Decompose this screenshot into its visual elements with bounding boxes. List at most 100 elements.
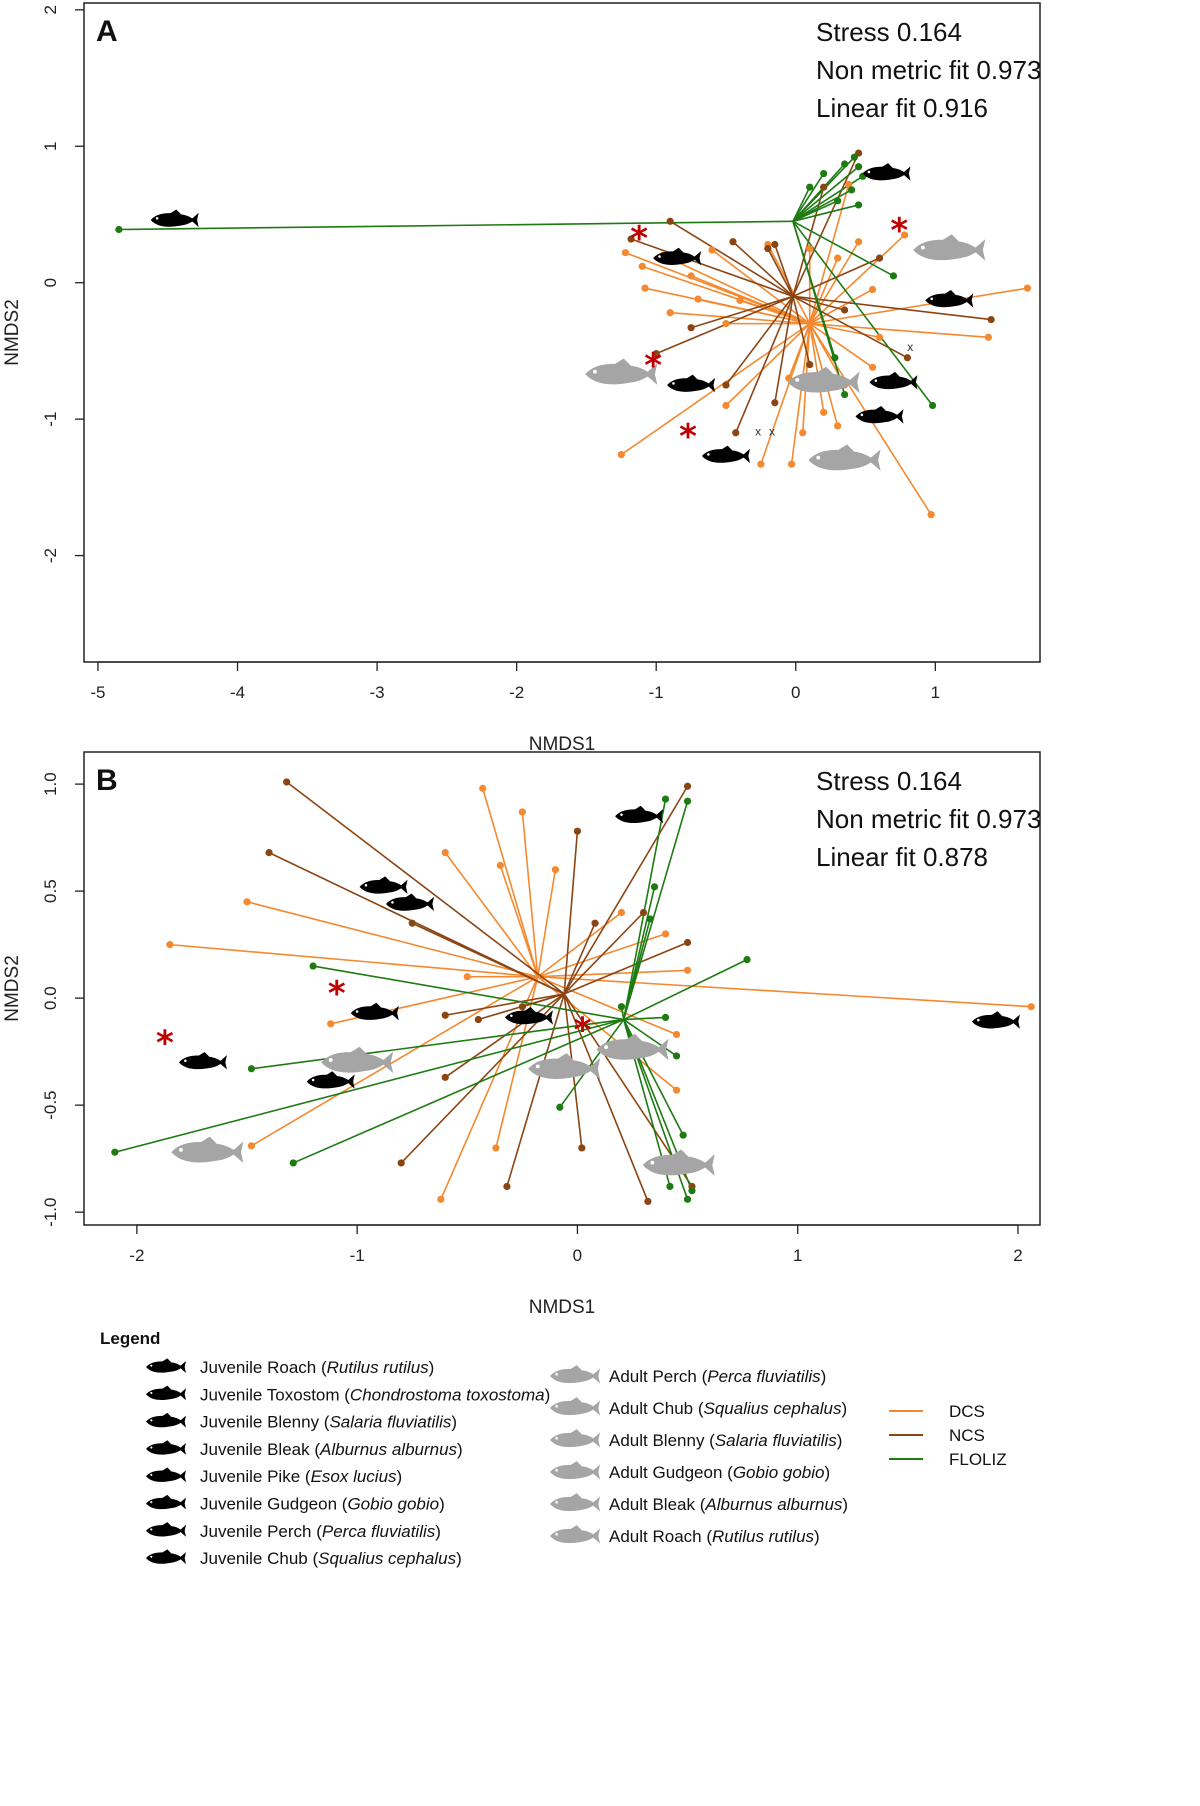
legend-entry: Juvenile Toxostom (Chondrostoma toxostom… (200, 1385, 550, 1404)
point-floliz (928, 401, 937, 410)
point-ncs (652, 350, 660, 358)
spider-line-floliz (792, 163, 846, 222)
fish-fin (672, 247, 684, 253)
spider-line-ncs (563, 911, 645, 995)
fish-fin (686, 374, 698, 380)
spider-line-ncs (690, 295, 794, 329)
spider-lines (114, 781, 1032, 1202)
spider-line-dcs (537, 975, 677, 1036)
adult-fish-icon (550, 1461, 600, 1480)
x-marker: x (907, 340, 913, 354)
fish-eye (860, 413, 864, 417)
spider-line-dcs (809, 287, 1028, 325)
spider-line-ncs (522, 993, 565, 1008)
spider-line-floliz (559, 1019, 625, 1108)
fish-eye (874, 379, 878, 382)
point-dcs (479, 784, 487, 792)
point-floliz (683, 1195, 692, 1203)
fish-eye (150, 1501, 153, 1504)
panel-a: -5 -4 -3 -2 -1 0 1 -2 -1 0 1 2 NMDS1 NMDS2 A Stress 0.1… (2, 2, 1041, 755)
legend-entry: Juvenile Gudgeon (Gobio gobio) (200, 1495, 445, 1514)
fish-body (862, 166, 911, 181)
fish-body (146, 1552, 186, 1565)
stats-line: Linear fit 0.916 (816, 93, 988, 123)
juvenile-fish-icon (146, 1467, 186, 1483)
juvenile-fish-icon (146, 1522, 186, 1537)
spider-line-dcs (495, 976, 539, 1149)
juvenile-fish-silhouette: Juvenile Blenny (Salaria fluviatilis) (862, 163, 911, 181)
y-tick-label: 0.0 (41, 986, 60, 1010)
point-dcs (617, 451, 625, 459)
spider-line-dcs (620, 322, 811, 456)
fish-body (550, 1368, 600, 1384)
juvenile-fish-icon (146, 1494, 186, 1510)
point-dcs (661, 930, 670, 938)
juvenile-fish-icon (146, 1412, 186, 1428)
fish-fin (349, 1046, 367, 1054)
significance-star: * (574, 1010, 592, 1050)
spider-line-floliz (622, 801, 689, 1020)
legend-common-name: Juvenile Perch ( (200, 1522, 322, 1541)
legend-close-paren: ) (545, 1385, 551, 1404)
point-ncs (820, 183, 828, 191)
fish-eye (355, 1010, 359, 1013)
fish-eye (672, 382, 675, 385)
legend-close-paren: ) (837, 1431, 843, 1450)
fish-fin (816, 366, 834, 374)
spider-line-ncs (774, 296, 794, 403)
adult-fish-silhouette: Adult Blenny (Salaria fluviatilis) (913, 234, 986, 261)
fish-eye (707, 453, 710, 456)
fish-eye (867, 170, 871, 174)
juvenile-fish-silhouette: Juvenile Gudgeon (Gobio gobio) (667, 374, 716, 393)
x-tick-label: -3 (370, 683, 385, 702)
adult-fish-icon (550, 1429, 600, 1448)
fish-eye (328, 1058, 333, 1062)
adult-fish-icon (550, 1493, 600, 1512)
juvenile-fish-silhouette: Juvenile Toxostom (Chondrostoma toxostom… (701, 445, 750, 464)
point-dcs (834, 254, 842, 262)
fish-body (146, 1388, 186, 1401)
legend-entry: Adult Roach (Rutilus rutilus) (609, 1527, 820, 1546)
spider-line-dcs (809, 322, 873, 368)
fish-eye (555, 1405, 558, 1408)
x-tick-label: 0 (573, 1246, 582, 1265)
spider-line-dcs (246, 901, 538, 978)
legend-common-name: Adult Blenny ( (609, 1431, 715, 1450)
fish-body (306, 1074, 355, 1089)
x-tick-label: 2 (1013, 1246, 1022, 1265)
legend-common-name: Adult Roach ( (609, 1527, 712, 1546)
point-floliz (661, 1013, 670, 1021)
spider-line-ncs (735, 296, 794, 434)
point-ncs (265, 848, 273, 857)
point-floliz (617, 1003, 626, 1011)
fish-eye (150, 1419, 153, 1422)
spider-line-ncs (563, 785, 689, 995)
legend-common-name: Juvenile Chub ( (200, 1549, 318, 1568)
point-floliz (666, 1182, 674, 1191)
point-dcs (327, 1020, 335, 1028)
fish-eye (535, 1064, 540, 1069)
legend-common-name: Juvenile Bleak ( (200, 1440, 320, 1459)
point-dcs (243, 898, 251, 906)
adult-fish-silhouette: Adult Perch (Perca fluviatilis) (596, 1033, 669, 1061)
fish-eye (150, 1555, 153, 1558)
fish-fin (169, 209, 182, 215)
fish-fin (162, 1549, 172, 1554)
juvenile-fish-silhouette: Juvenile Roach (Rutilus rutilus) (869, 371, 918, 390)
legend-common-name: Adult Gudgeon ( (609, 1463, 733, 1482)
point-dcs (672, 1030, 681, 1039)
point-floliz (889, 272, 898, 280)
point-dcs (820, 408, 828, 416)
fish-fin (524, 1006, 536, 1012)
fish-body (787, 371, 860, 394)
fish-body (146, 1524, 186, 1537)
legend-common-name: Juvenile Roach ( (200, 1358, 327, 1377)
fish-body (550, 1464, 600, 1480)
fish-eye (150, 1528, 153, 1531)
fish-eye (930, 297, 933, 301)
x-tick-label: -2 (129, 1246, 144, 1265)
point-dcs (722, 401, 730, 410)
fish-body (869, 375, 918, 390)
spider-line-floliz (623, 958, 748, 1021)
